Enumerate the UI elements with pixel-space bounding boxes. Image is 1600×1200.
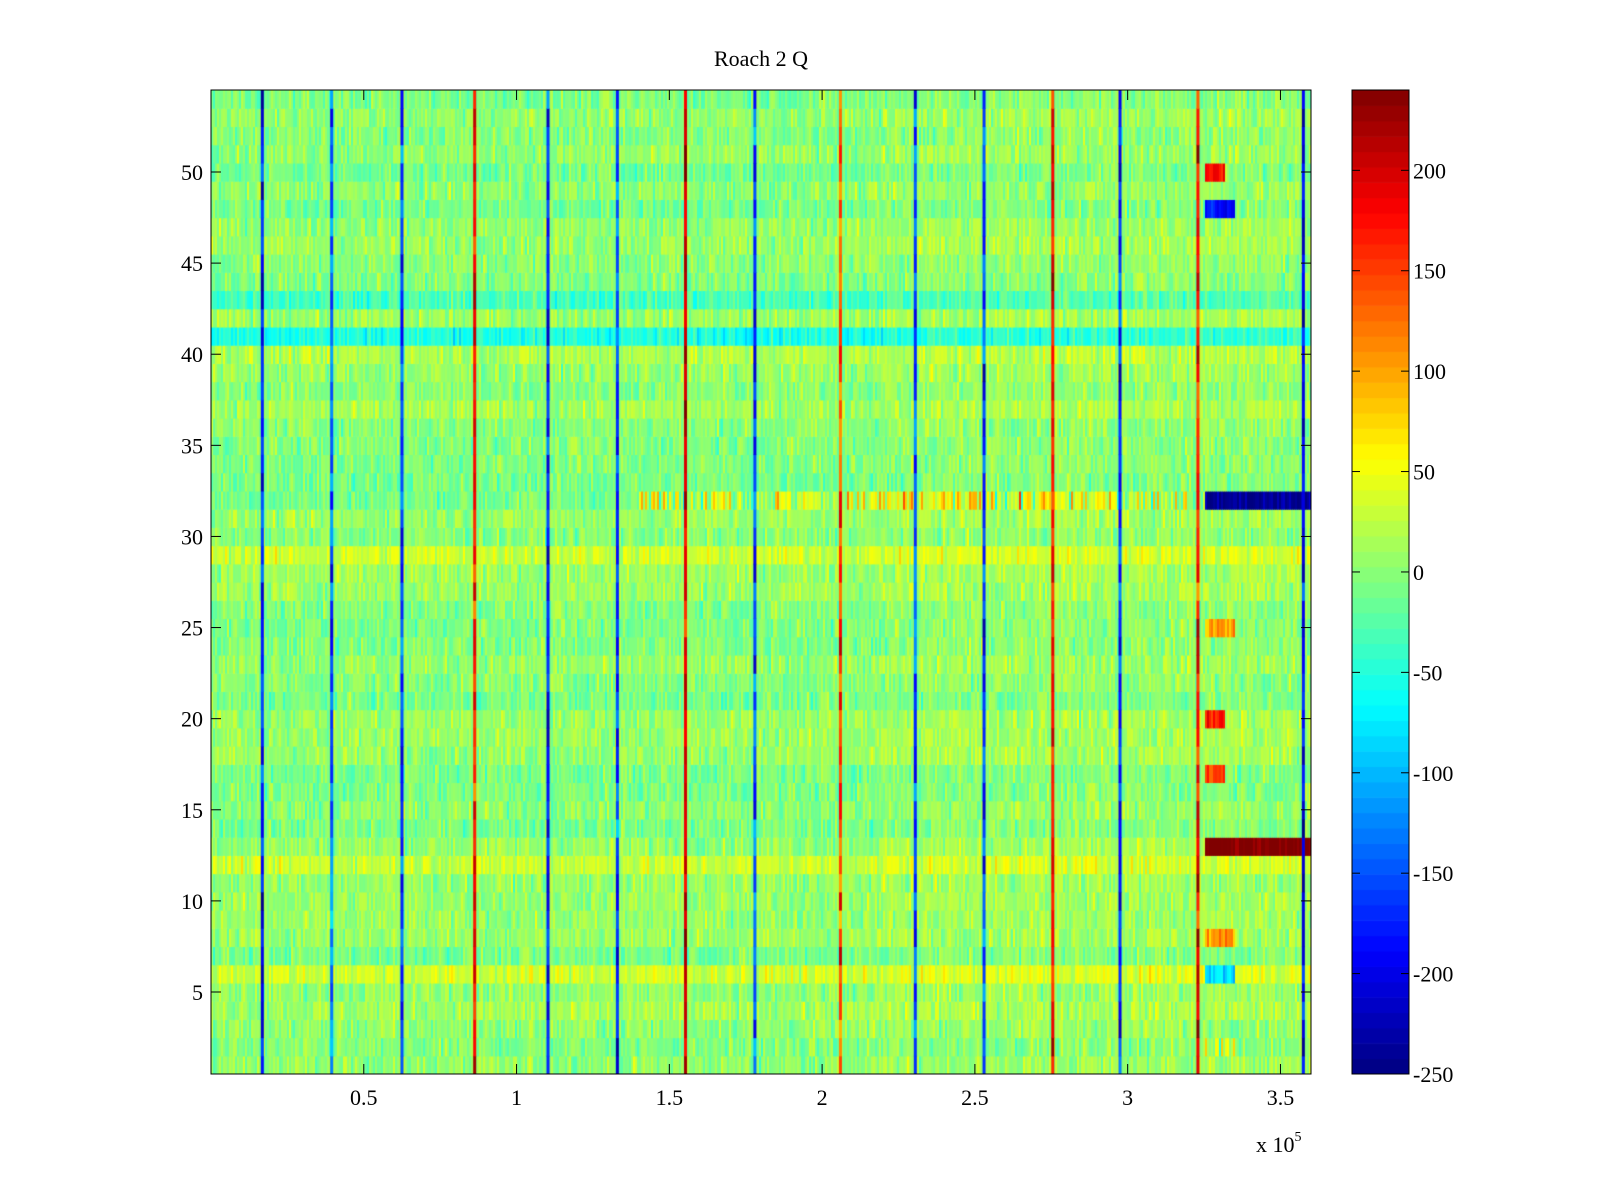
x-tick-label: 2 <box>817 1085 828 1110</box>
y-tick-label: 35 <box>181 433 203 458</box>
x-tick-label: 2.5 <box>961 1085 989 1110</box>
y-tick-label: 40 <box>181 342 203 367</box>
y-tick-label: 10 <box>181 889 203 914</box>
x-multiplier-exponent: 5 <box>1295 1130 1302 1145</box>
y-tick-label: 25 <box>181 616 203 641</box>
x-tick-label: 3 <box>1122 1085 1133 1110</box>
y-tick-label: 45 <box>181 251 203 276</box>
colorbar-tick-label: -100 <box>1413 761 1453 786</box>
chart-title: Roach 2 Q <box>714 46 808 71</box>
x-multiplier-label: x 105 <box>1256 1130 1302 1157</box>
y-tick-label: 20 <box>181 707 203 732</box>
colorbar-tick-label: -200 <box>1413 962 1453 987</box>
x-tick-label: 0.5 <box>350 1085 378 1110</box>
colorbar-image <box>1352 90 1409 1074</box>
colorbar-tick-label: -250 <box>1413 1062 1453 1087</box>
x-tick-label: 1.5 <box>656 1085 684 1110</box>
colorbar-tick-label: 100 <box>1413 359 1446 384</box>
y-tick-label: 30 <box>181 524 203 549</box>
colorbar-tick-label: 0 <box>1413 560 1424 585</box>
x-tick-label: 1 <box>511 1085 522 1110</box>
colorbar-tick-label: 150 <box>1413 259 1446 284</box>
colorbar-tick-label: -150 <box>1413 861 1453 886</box>
y-tick-label: 5 <box>192 980 203 1005</box>
colorbar-tick-label: 200 <box>1413 158 1446 183</box>
colorbar-tick-label: 50 <box>1413 460 1435 485</box>
heatmap-image <box>211 90 1311 1074</box>
y-tick-label: 15 <box>181 798 203 823</box>
y-tick-label: 50 <box>181 160 203 185</box>
colorbar-tick-label: -50 <box>1413 660 1442 685</box>
x-tick-label: 3.5 <box>1267 1085 1295 1110</box>
